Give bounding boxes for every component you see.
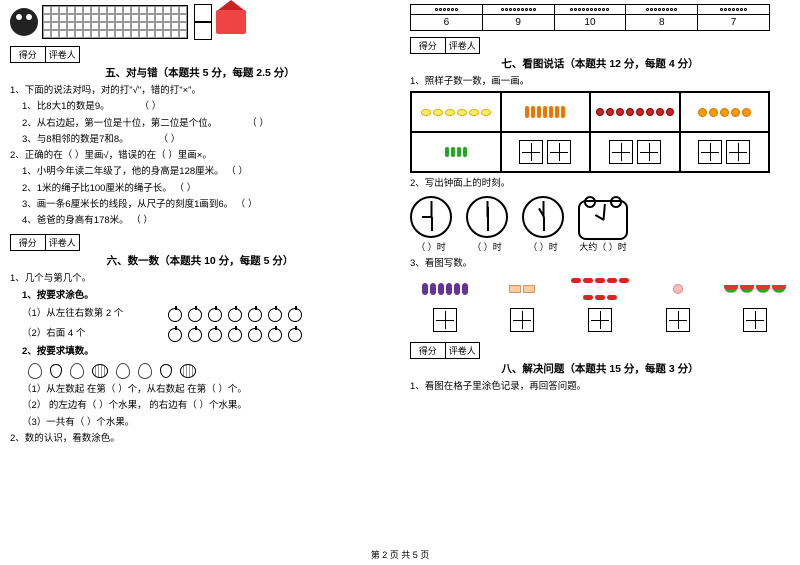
q6-sub2b: （2） 的左边有（ ）个水果， 的右边有（ ）个水果。 — [10, 399, 390, 413]
score-box: 得分 评卷人 — [10, 46, 80, 63]
q5-2: 2、正确的在（ ）里画√，错误的在（ ）里画×。 — [10, 149, 390, 163]
clock-3 — [522, 196, 564, 238]
q6-sub1b: （2）右面 4 个 — [10, 327, 150, 341]
section-5-title: 五、对与错（本题共 5 分，每题 2.5 分） — [10, 65, 390, 80]
left-column: 得分 评卷人 五、对与错（本题共 5 分，每题 2.5 分） 1、下面的说法对吗… — [0, 0, 400, 565]
q5-2-2: 2、1米的绳子比100厘米的绳子长。 （ ） — [10, 182, 390, 196]
section-8-title: 八、解决问题（本题共 15 分，每题 3 分） — [410, 361, 790, 376]
q5-2-1: 1、小明今年读二年级了，他的身高是128厘米。 （ ） — [10, 165, 390, 179]
top-graphics-row — [10, 4, 390, 40]
q5-2-3: 3、画一条6厘米长的线段，从尺子的刻度1画到6。 （ ） — [10, 198, 390, 212]
answer-box[interactable] — [194, 22, 212, 40]
right-column: 691087 得分 评卷人 七、看图说话（本题共 12 分，每题 4 分） 1、… — [400, 0, 800, 565]
q6-sub2: 2、按要求填数。 — [10, 345, 390, 359]
apple-row-1 — [168, 308, 302, 322]
clock-2 — [466, 196, 508, 238]
fruit-row — [28, 363, 390, 379]
alarm-clock — [578, 200, 628, 240]
q7-3: 3、看图写数。 — [410, 257, 790, 271]
section-7-title: 七、看图说话（本题共 12 分，每题 4 分） — [410, 56, 790, 71]
apple-row-2 — [168, 328, 302, 342]
reviewer-label: 评卷人 — [46, 47, 80, 62]
q6-2: 2、数的认识，看数涂色。 — [10, 432, 390, 446]
clock-1 — [410, 196, 452, 238]
house-icon — [216, 10, 246, 34]
q7-1: 1、照样子数一数，画一画。 — [410, 75, 790, 89]
q5-2-4: 4、爸爸的身高有178米。 （ ） — [10, 214, 390, 228]
q5-1: 1、下面的说法对吗，对的打"√"，错的打"×"。 — [10, 84, 390, 98]
q6-sub2c: （3）一共有（ ）个水果。 — [10, 416, 390, 430]
q6-sub1: 1、按要求涂色。 — [10, 289, 390, 303]
penguin-icon — [10, 8, 38, 36]
q8-1: 1、看图在格子里涂色记录，再回答问题。 — [410, 380, 790, 394]
q6-sub2a: （1）从左数起 在第（ ）个，从右数起 在第（ ）个。 — [10, 383, 390, 397]
count-tally-row — [410, 307, 790, 336]
number-table: 691087 — [410, 4, 770, 31]
score-box: 得分 评卷人 — [10, 234, 80, 251]
page-footer: 第 2 页 共 5 页 — [0, 548, 800, 561]
q6-1: 1、几个与第几个。 — [10, 272, 390, 286]
q5-1-2: 2、从右边起，第一位是十位，第二位是个位。（ ） — [10, 117, 390, 131]
maze-grid — [42, 5, 188, 39]
score-label: 得分 — [11, 47, 46, 62]
section-6-title: 六、数一数（本题共 10 分，每题 5 分） — [10, 253, 390, 268]
answer-box[interactable] — [194, 4, 212, 22]
count-images-row — [410, 273, 790, 305]
clock-row: （ ）时 （ ）时 （ ）时 大约（ ）时 — [410, 196, 790, 253]
q6-sub1a: （1）从左往右数第 2 个 — [10, 307, 150, 321]
score-box: 得分 评卷人 — [410, 37, 480, 54]
q5-1-1: 1、比8大1的数是9。（ ） — [10, 100, 390, 114]
q5-1-3: 3、与8相邻的数是7和8。（ ） — [10, 133, 390, 147]
q7-2: 2、写出钟面上的时刻。 — [410, 177, 790, 191]
vegetable-grid — [410, 91, 770, 173]
score-box: 得分 评卷人 — [410, 342, 480, 359]
